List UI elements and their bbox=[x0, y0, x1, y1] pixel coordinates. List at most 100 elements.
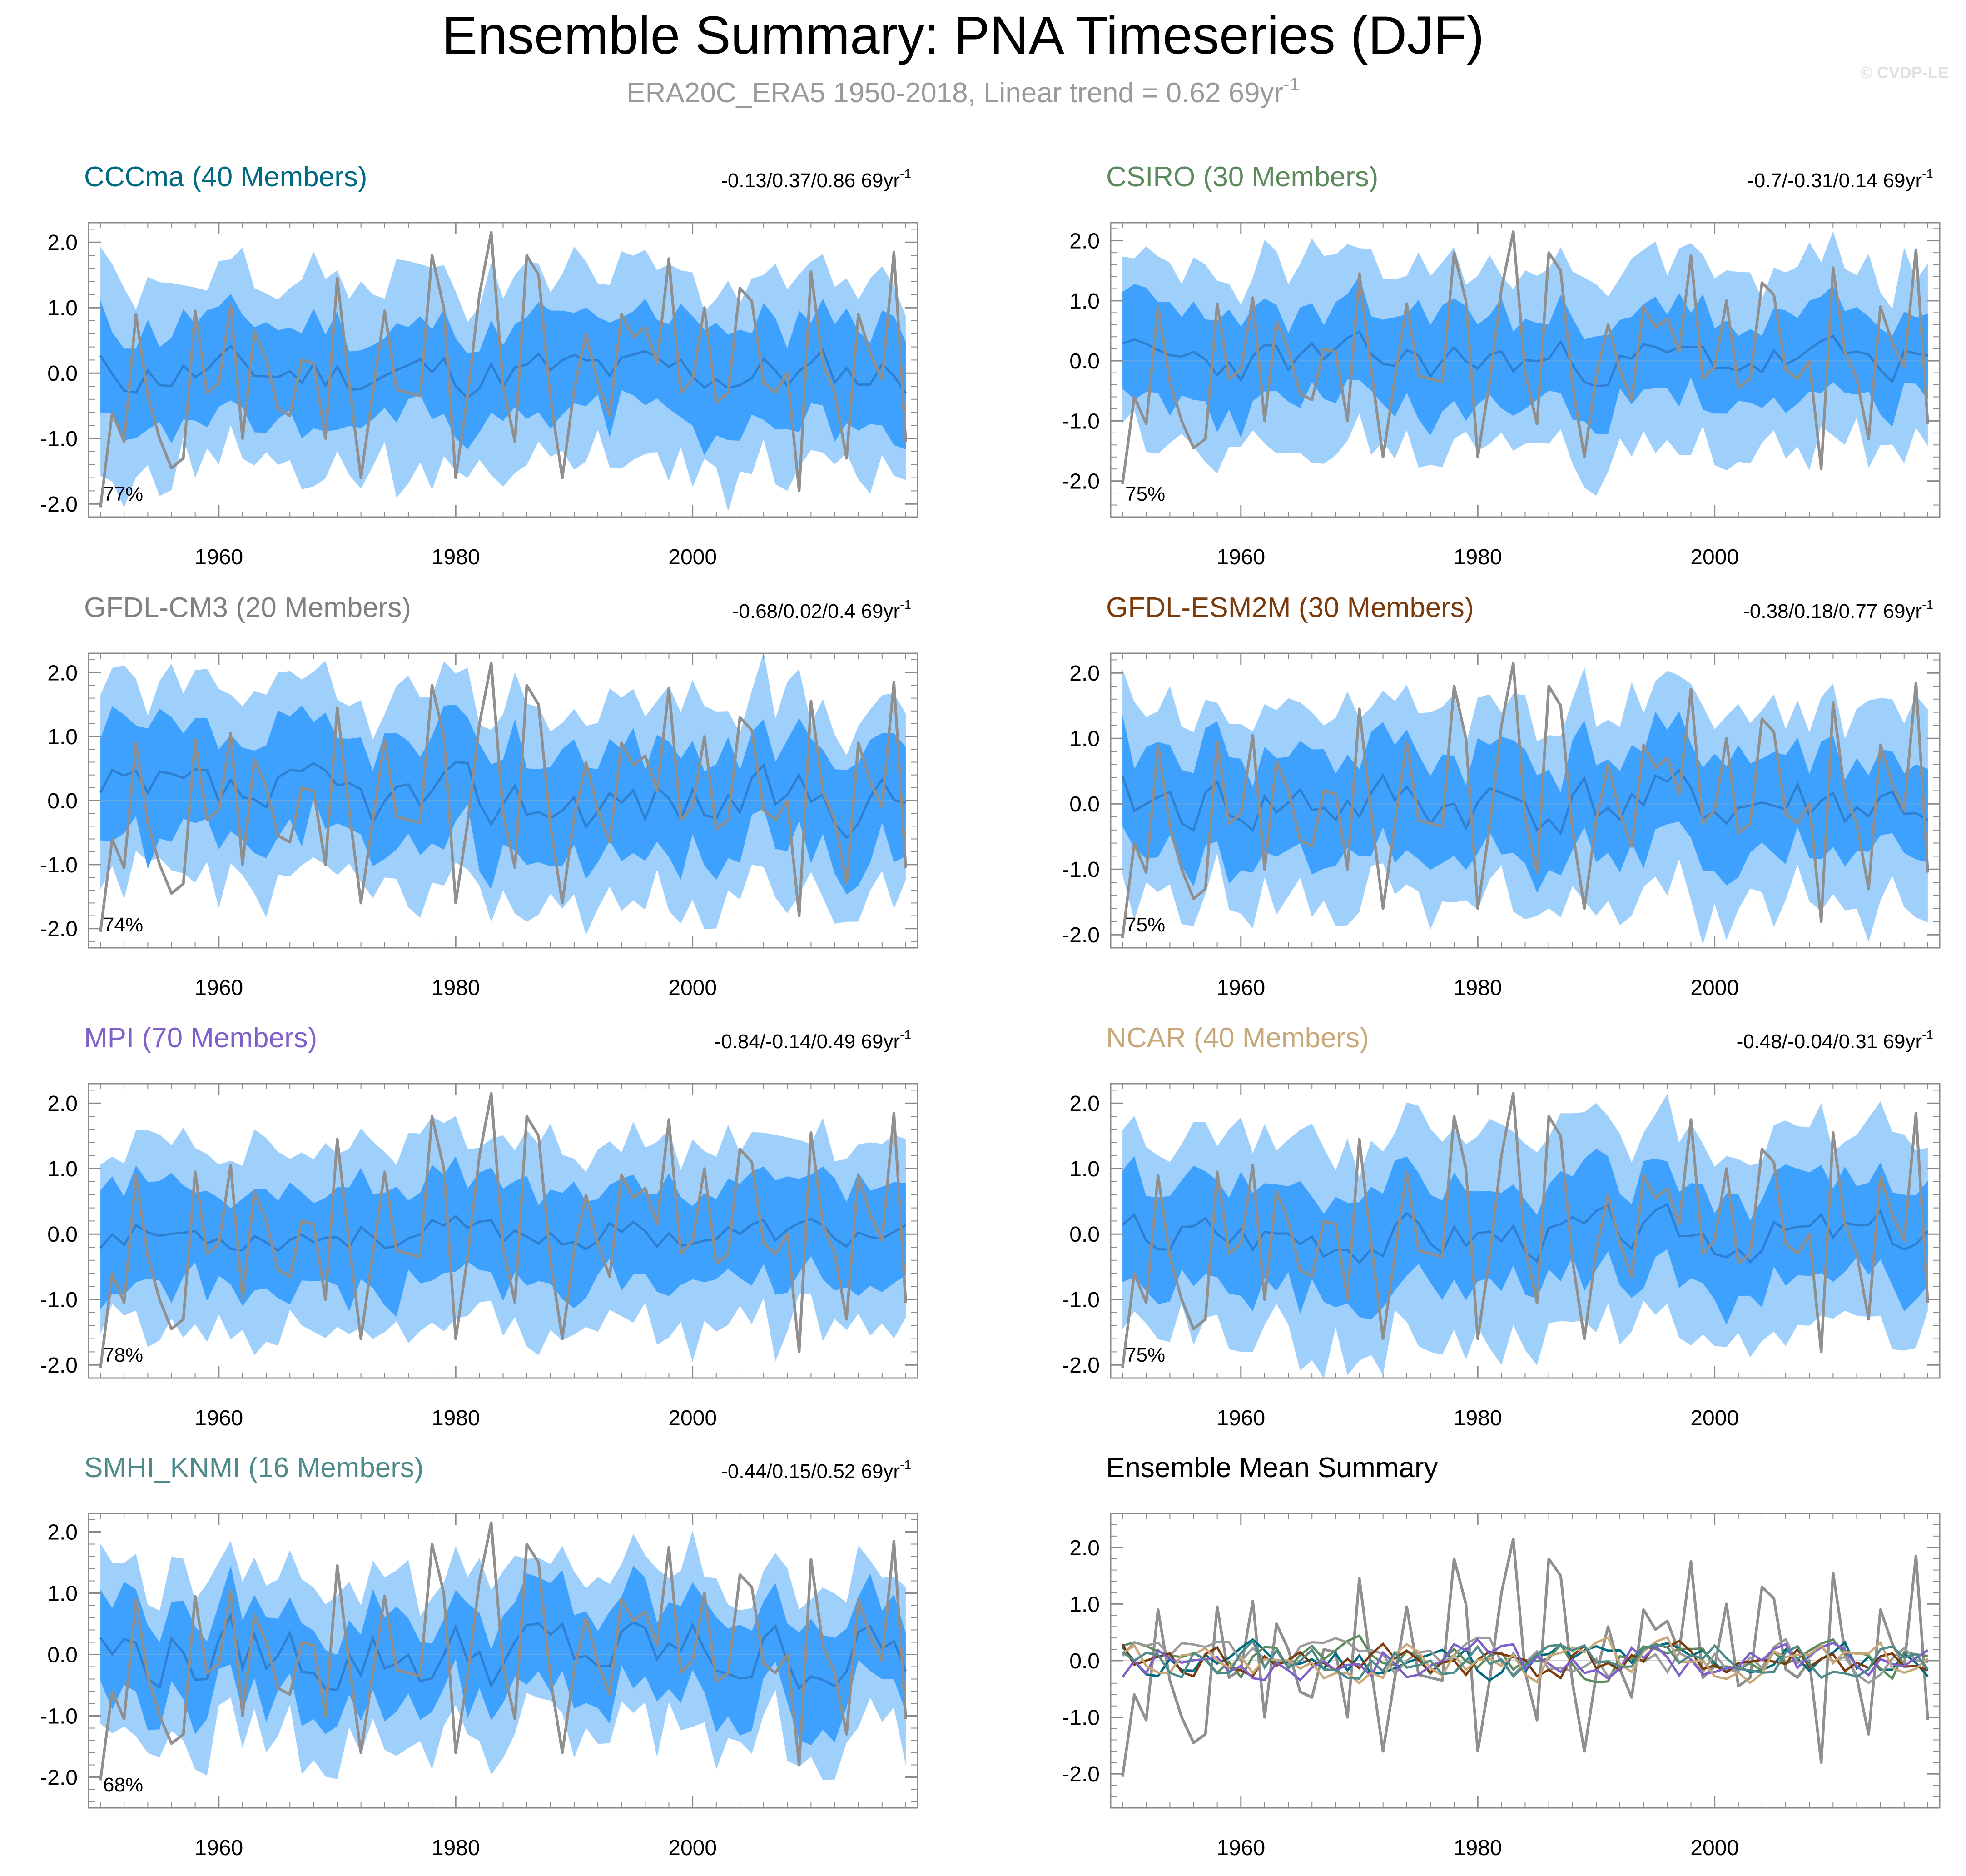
figure-title: Ensemble Summary: PNA Timeseries (DJF) bbox=[442, 5, 1484, 65]
y-tick-label: 2.0 bbox=[1069, 662, 1100, 686]
panel-title: GFDL-ESM2M (30 Members) bbox=[1106, 592, 1474, 623]
x-tick-label: 2000 bbox=[668, 1406, 717, 1430]
y-tick-label: 1.0 bbox=[1069, 1157, 1100, 1181]
panel-ncar: NCAR (40 Members) -0.48/-0.04/0.31 69yr-1… bbox=[1062, 1022, 1941, 1430]
panel-gfdl_cm3: GFDL-CM3 (20 Members) -0.68/0.02/0.4 69yr… bbox=[40, 592, 918, 1000]
ensemble-mean-mpi bbox=[1122, 1637, 1929, 1682]
x-tick-label: 1980 bbox=[432, 1836, 480, 1860]
y-tick-label: -1.0 bbox=[40, 1705, 78, 1729]
trend-label-text: -0.84/-0.14/0.49 69yr bbox=[715, 1030, 900, 1053]
y-tick-label: -2.0 bbox=[40, 1354, 78, 1378]
x-tick-label: 1960 bbox=[194, 545, 243, 569]
x-tick-label: 1980 bbox=[432, 976, 480, 1000]
x-tick-label: 2000 bbox=[668, 545, 717, 569]
figure-subtitle: ERA20C_ERA5 1950-2018, Linear trend = 0.… bbox=[626, 75, 1299, 109]
trend-label: -0.84/-0.14/0.49 69yr-1 bbox=[715, 1028, 911, 1053]
y-tick-label: 0.0 bbox=[47, 362, 78, 386]
y-tick-label: -2.0 bbox=[1062, 470, 1100, 494]
panel-mpi: MPI (70 Members) -0.84/-0.14/0.49 69yr-1 2… bbox=[40, 1022, 918, 1430]
trend-label-text: -0.7/-0.31/0.14 69yr bbox=[1748, 169, 1922, 192]
percent-label: 74% bbox=[103, 914, 143, 936]
ensemble-mean-smhi-knmi bbox=[1122, 1639, 1929, 1680]
trend-label-text: -0.68/0.02/0.4 69yr bbox=[732, 600, 900, 622]
y-tick-label: -1.0 bbox=[1062, 409, 1100, 433]
panel-title: CCCma (40 Members) bbox=[84, 161, 367, 193]
plot-area bbox=[1111, 1538, 1940, 1777]
x-tick-label: 1960 bbox=[194, 1406, 243, 1430]
x-tick-label: 1980 bbox=[432, 545, 480, 569]
plot-area bbox=[89, 1092, 918, 1368]
plot-area bbox=[1111, 662, 1940, 945]
y-tick-label: 0.0 bbox=[1069, 792, 1100, 816]
figure-subtitle-sup: -1 bbox=[1283, 75, 1300, 95]
panel-title: Ensemble Mean Summary bbox=[1106, 1452, 1438, 1483]
x-tick-label: 2000 bbox=[1690, 1836, 1739, 1860]
y-tick-label: -1.0 bbox=[40, 1288, 78, 1312]
y-tick-label: -2.0 bbox=[40, 1766, 78, 1790]
y-tick-label: 2.0 bbox=[47, 1092, 78, 1116]
trend-label-sup: -1 bbox=[900, 1028, 911, 1042]
y-tick-label: -2.0 bbox=[1062, 1354, 1100, 1378]
y-tick-label: 2.0 bbox=[47, 661, 78, 685]
y-tick-label: 0.0 bbox=[47, 1643, 78, 1667]
trend-label-sup: -1 bbox=[1922, 167, 1933, 181]
y-tick-label: 0.0 bbox=[47, 789, 78, 813]
plot-area bbox=[89, 231, 918, 512]
x-tick-label: 2000 bbox=[668, 1836, 717, 1860]
y-tick-label: 1.0 bbox=[47, 1582, 78, 1606]
y-tick-label: 1.0 bbox=[47, 725, 78, 749]
x-tick-label: 1960 bbox=[1216, 545, 1265, 569]
percent-label: 75% bbox=[1125, 1344, 1165, 1366]
y-tick-label: 0.0 bbox=[1069, 1649, 1100, 1673]
trend-label: -0.7/-0.31/0.14 69yr-1 bbox=[1748, 167, 1933, 192]
observed-line bbox=[99, 662, 907, 932]
x-tick-label: 1980 bbox=[1454, 976, 1502, 1000]
x-tick-label: 1960 bbox=[194, 976, 243, 1000]
trend-label-sup: -1 bbox=[900, 597, 911, 612]
percent-label: 78% bbox=[103, 1344, 143, 1366]
y-tick-label: -2.0 bbox=[40, 493, 78, 517]
y-tick-label: 2.0 bbox=[1069, 1092, 1100, 1116]
x-tick-label: 2000 bbox=[1690, 976, 1739, 1000]
ensemble-mean-ncar bbox=[1122, 1636, 1929, 1685]
trend-label-sup: -1 bbox=[900, 167, 911, 181]
x-tick-label: 1980 bbox=[1454, 1836, 1502, 1860]
y-tick-label: 1.0 bbox=[1069, 1592, 1100, 1617]
trend-label: -0.13/0.37/0.86 69yr-1 bbox=[721, 167, 911, 192]
trend-label: -0.38/0.18/0.77 69yr-1 bbox=[1743, 597, 1933, 622]
panels-container: CCCma (40 Members) -0.13/0.37/0.86 69yr-1… bbox=[40, 161, 1941, 1860]
y-tick-label: 2.0 bbox=[1069, 1536, 1100, 1560]
y-tick-label: -1.0 bbox=[40, 853, 78, 877]
x-tick-label: 1980 bbox=[1454, 545, 1502, 569]
y-tick-label: -1.0 bbox=[1062, 1288, 1100, 1312]
percent-label: 75% bbox=[1125, 483, 1165, 505]
y-tick-label: 0.0 bbox=[1069, 349, 1100, 373]
trend-label-text: -0.48/-0.04/0.31 69yr bbox=[1737, 1030, 1922, 1053]
observed-line bbox=[1121, 230, 1929, 484]
panel-smhi_knmi: SMHI_KNMI (16 Members) -0.44/0.15/0.52 69… bbox=[40, 1452, 918, 1860]
panel-title: GFDL-CM3 (20 Members) bbox=[84, 592, 411, 623]
y-tick-label: -1.0 bbox=[40, 427, 78, 451]
plot-area bbox=[1111, 1092, 1940, 1378]
panel-title: SMHI_KNMI (16 Members) bbox=[84, 1452, 424, 1483]
panel-gfdl_esm2m: GFDL-ESM2M (30 Members) -0.38/0.18/0.77 6… bbox=[1062, 592, 1941, 1000]
x-tick-label: 1960 bbox=[1216, 976, 1265, 1000]
y-tick-label: 1.0 bbox=[1069, 727, 1100, 751]
observed-line bbox=[99, 1092, 907, 1368]
y-tick-label: 1.0 bbox=[1069, 289, 1100, 313]
y-tick-label: -2.0 bbox=[40, 917, 78, 941]
panel-ensemble_mean_summary: Ensemble Mean Summary 2.0 1.0 0.0 -1.0 -2.0 19… bbox=[1062, 1452, 1941, 1860]
percent-label: 68% bbox=[103, 1774, 143, 1796]
y-tick-label: 2.0 bbox=[1069, 229, 1100, 254]
x-tick-label: 1960 bbox=[1216, 1406, 1265, 1430]
plot-area bbox=[89, 1521, 918, 1781]
panel-title: CSIRO (30 Members) bbox=[1106, 161, 1378, 193]
panel-title: MPI (70 Members) bbox=[84, 1022, 317, 1054]
plot-area bbox=[89, 653, 918, 935]
trend-label: -0.44/0.15/0.52 69yr-1 bbox=[721, 1458, 911, 1483]
percent-label: 75% bbox=[1125, 914, 1165, 936]
x-tick-label: 1980 bbox=[432, 1406, 480, 1430]
observed-line bbox=[99, 231, 907, 508]
panel-csiro: CSIRO (30 Members) -0.7/-0.31/0.14 69yr-1… bbox=[1062, 161, 1941, 569]
